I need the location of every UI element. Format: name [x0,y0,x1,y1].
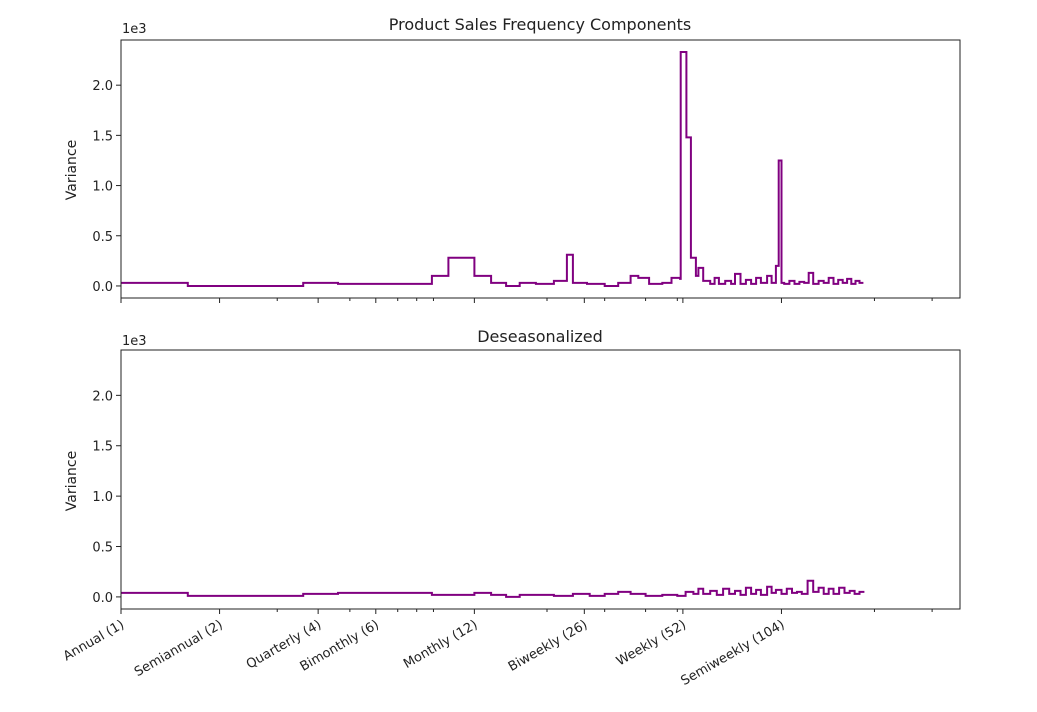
x-tick-label: Semiweekly (104) [679,617,788,689]
y-axis-label: Variance [64,451,80,511]
x-tick-labels: Annual (1) Semiannual (2) Quarterly (4)Bim… [61,617,788,689]
x-tick-label: Monthly (12) [401,617,480,671]
y-tick-label: 0.0 [92,280,113,295]
y-tick-label: 1.5 [92,129,113,144]
x-ticks [120,609,933,614]
y-tick-label: 0.5 [92,230,113,245]
plot-frame [120,349,961,610]
y-tick-label: 0.0 [92,591,113,606]
y-tick-label: 2.0 [92,389,113,404]
chart-title: Deseasonalized [477,327,603,346]
variance-line [121,51,864,287]
y-ticks: 0.0 0.5 1.0 1.5 2.0 [92,79,121,295]
y-ticks: 0.0 0.5 1.0 1.5 2.0 [92,389,121,606]
y-tick-label: 1.5 [92,440,113,455]
y-tick-label: 1.0 [92,490,113,505]
y-offset-label: 1e3 [122,22,147,37]
y-tick-label: 2.0 [92,79,113,94]
y-offset-label: 1e3 [122,334,147,349]
plot-frame [120,39,961,299]
x-ticks [120,298,933,303]
chart-title: Product Sales Frequency Components [389,15,691,34]
x-tick-label: Annual (1) [61,617,127,664]
variance-line [121,579,865,598]
y-axis-label: Variance [64,140,80,200]
frequency-components-panel: Product Sales Frequency Components 1e3 V… [64,15,961,303]
x-tick-label: Biweekly (26) [506,617,590,674]
deseasonalized-panel: Deseasonalized 1e3 Variance 0.0 0.5 1.0 1.5… [64,327,961,614]
y-tick-label: 0.5 [92,541,113,556]
x-tick-label: Weekly (52) [614,617,689,669]
x-tick-label: Semiannual (2) [132,617,226,680]
y-tick-label: 1.0 [92,180,113,195]
